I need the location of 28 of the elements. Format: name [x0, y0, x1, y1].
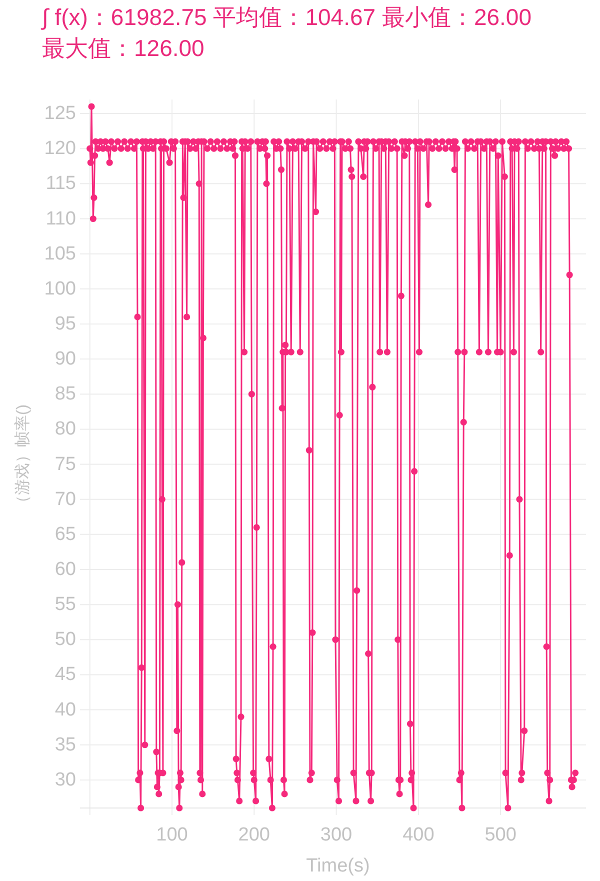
y-tick-label: 80: [54, 418, 76, 440]
y-tick-label: 60: [54, 558, 76, 580]
y-tick-label: 90: [54, 348, 76, 370]
x-tick-label: 100: [156, 824, 188, 846]
y-tick-label: 50: [54, 629, 76, 650]
y-tick-label: 55: [54, 594, 76, 616]
y-tick-label: 105: [44, 243, 76, 264]
y-tick-label: 100: [44, 278, 76, 300]
y-axis-title: （游戏）帧率(): [14, 404, 32, 512]
y-tick-label: 75: [54, 454, 76, 475]
y-tick-label: 85: [54, 384, 76, 405]
y-tick-label: 95: [54, 313, 76, 334]
x-axis-title: Time(s): [306, 856, 370, 876]
y-tick-label: 35: [54, 734, 76, 756]
x-tick-label: 500: [484, 824, 516, 846]
x-tick-label: 400: [402, 824, 434, 846]
y-tick-label: 125: [44, 103, 76, 124]
x-tick-label: 200: [238, 824, 270, 846]
y-tick-label: 70: [54, 488, 76, 510]
chart-title: ∫ f(x)：61982.75 平均值：104.67 最小值：26.00 最大值：126.00: [42, 3, 533, 63]
y-tick-label: 45: [54, 664, 76, 686]
y-tick-label: 115: [46, 173, 76, 194]
y-tick-label: 110: [46, 208, 76, 230]
y-tick-label: 120: [44, 138, 76, 160]
y-tick-label: 65: [54, 524, 76, 545]
x-tick-label: 300: [320, 824, 352, 846]
y-tick-label: 40: [54, 699, 76, 720]
y-tick-label: 30: [54, 769, 76, 790]
